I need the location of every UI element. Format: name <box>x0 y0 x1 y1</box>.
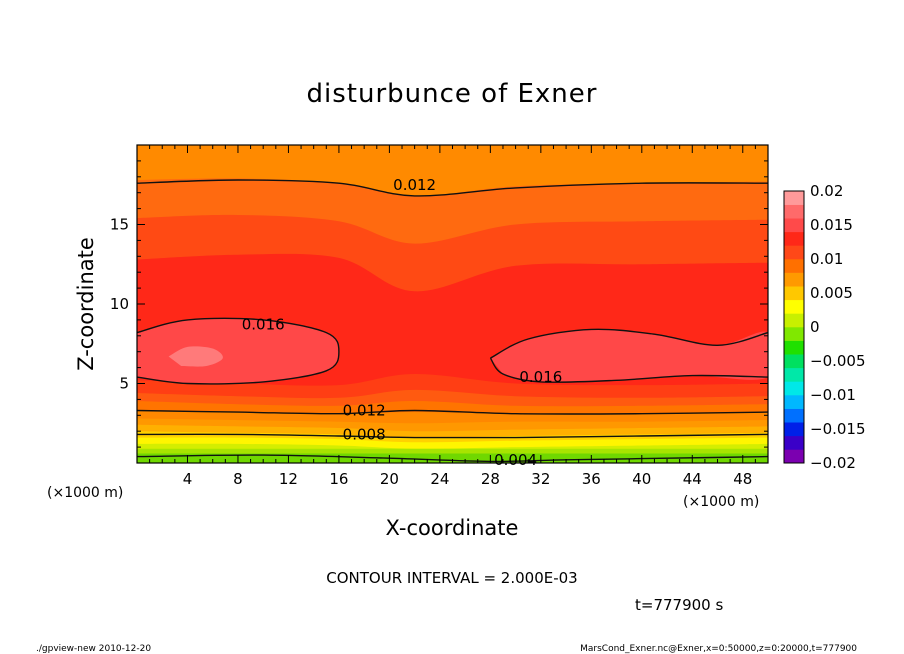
colorbar-swatch <box>784 231 804 246</box>
colorbar-swatch <box>784 435 804 450</box>
y-axis-label: Z-coordinate <box>74 237 98 371</box>
x-tick-label: 44 <box>683 470 702 488</box>
colorbar-swatch <box>784 191 804 205</box>
x-axis: 4 8 12 16 20 24 28 32 36 40 44 48 <box>149 145 756 488</box>
contour-line <box>137 433 768 439</box>
colorbar-swatch <box>784 204 804 219</box>
colorbar-swatch <box>784 381 804 396</box>
colorbar-tick-label: −0.02 <box>810 454 856 472</box>
x-tick-label: 16 <box>329 470 348 488</box>
colorbar-swatch <box>784 218 804 233</box>
contour-band <box>490 329 768 383</box>
colorbar-swatch <box>784 272 804 287</box>
colorbar-frame <box>783 190 805 464</box>
colorbar-tick-label: 0.005 <box>810 284 853 302</box>
y-tick-label: 15 <box>110 216 129 234</box>
colorbar-swatch <box>784 299 804 314</box>
colorbar-tick-label: 0.02 <box>810 182 843 200</box>
y-tick-label: 5 <box>119 375 129 393</box>
contour-label: 0.012 <box>393 176 436 194</box>
colorbar-tick-label: −0.01 <box>810 386 856 404</box>
y-axis: 5 10 15 <box>110 160 768 448</box>
colorbar-swatch <box>784 245 804 260</box>
x-tick-label: 48 <box>733 470 752 488</box>
colorbar-swatch <box>784 313 804 328</box>
footer-right: MarsCond_Exner.nc@Exner,x=0:50000,z=0:20… <box>580 644 857 654</box>
contour-band <box>137 318 339 384</box>
contour-label: 0.016 <box>242 316 285 334</box>
contour-line <box>137 179 768 197</box>
chart-title: disturbunce of Exner <box>307 79 598 109</box>
contour-label: 0.016 <box>519 368 562 386</box>
colorbar-swatch <box>784 259 804 273</box>
contour-lines <box>137 179 768 463</box>
colorbar-tick-label: 0.015 <box>810 216 853 234</box>
x-tick-label: 28 <box>481 470 500 488</box>
colorbar-tick-label: −0.005 <box>810 352 866 370</box>
x-unit-left: (×1000 m) <box>47 485 123 501</box>
x-tick-label: 32 <box>531 470 550 488</box>
contour-interval: CONTOUR INTERVAL = 2.000E-03 <box>326 569 577 587</box>
colorbar-swatch <box>784 340 804 355</box>
contour-line <box>490 328 768 359</box>
contour-line <box>137 409 768 415</box>
colorbar-swatch <box>784 354 804 369</box>
contour-fills <box>137 145 768 463</box>
colorbar-tick-label: 0.01 <box>810 250 843 268</box>
contour-band <box>168 346 223 367</box>
time-label: t=777900 s <box>635 596 723 614</box>
y-tick-label: 10 <box>110 295 129 313</box>
x-axis-label: X-coordinate <box>386 516 519 540</box>
colorbar-swatch <box>784 286 804 301</box>
x-tick-label: 24 <box>430 470 449 488</box>
x-tick-label: 12 <box>279 470 298 488</box>
colorbar-swatch <box>784 408 804 423</box>
colorbar-swatch <box>784 395 804 409</box>
colorbar-swatch <box>784 367 804 382</box>
contour-line <box>137 454 768 463</box>
colorbar: 0.02 0.015 0.01 0.005 0 −0.005 −0.01 −0.015 −0.0… <box>783 182 866 472</box>
colorbar-swatch <box>784 449 804 464</box>
contour-line <box>137 317 340 385</box>
contour-label: 0.008 <box>343 425 386 443</box>
colorbar-tick-label: 0 <box>810 318 820 336</box>
x-tick-label: 20 <box>380 470 399 488</box>
colorbar-tick-label: −0.015 <box>810 420 866 438</box>
x-tick-label: 40 <box>632 470 651 488</box>
x-unit-right: (×1000 m) <box>683 494 759 510</box>
x-tick-label: 36 <box>582 470 601 488</box>
contour-line <box>489 357 768 383</box>
contour-label: 0.012 <box>343 402 386 420</box>
x-tick-label: 8 <box>233 470 243 488</box>
x-tick-label: 4 <box>183 470 193 488</box>
footer-left: ./gpview-new 2010-12-20 <box>36 644 151 654</box>
colorbar-swatch <box>784 422 804 437</box>
colorbar-swatch <box>784 327 804 341</box>
